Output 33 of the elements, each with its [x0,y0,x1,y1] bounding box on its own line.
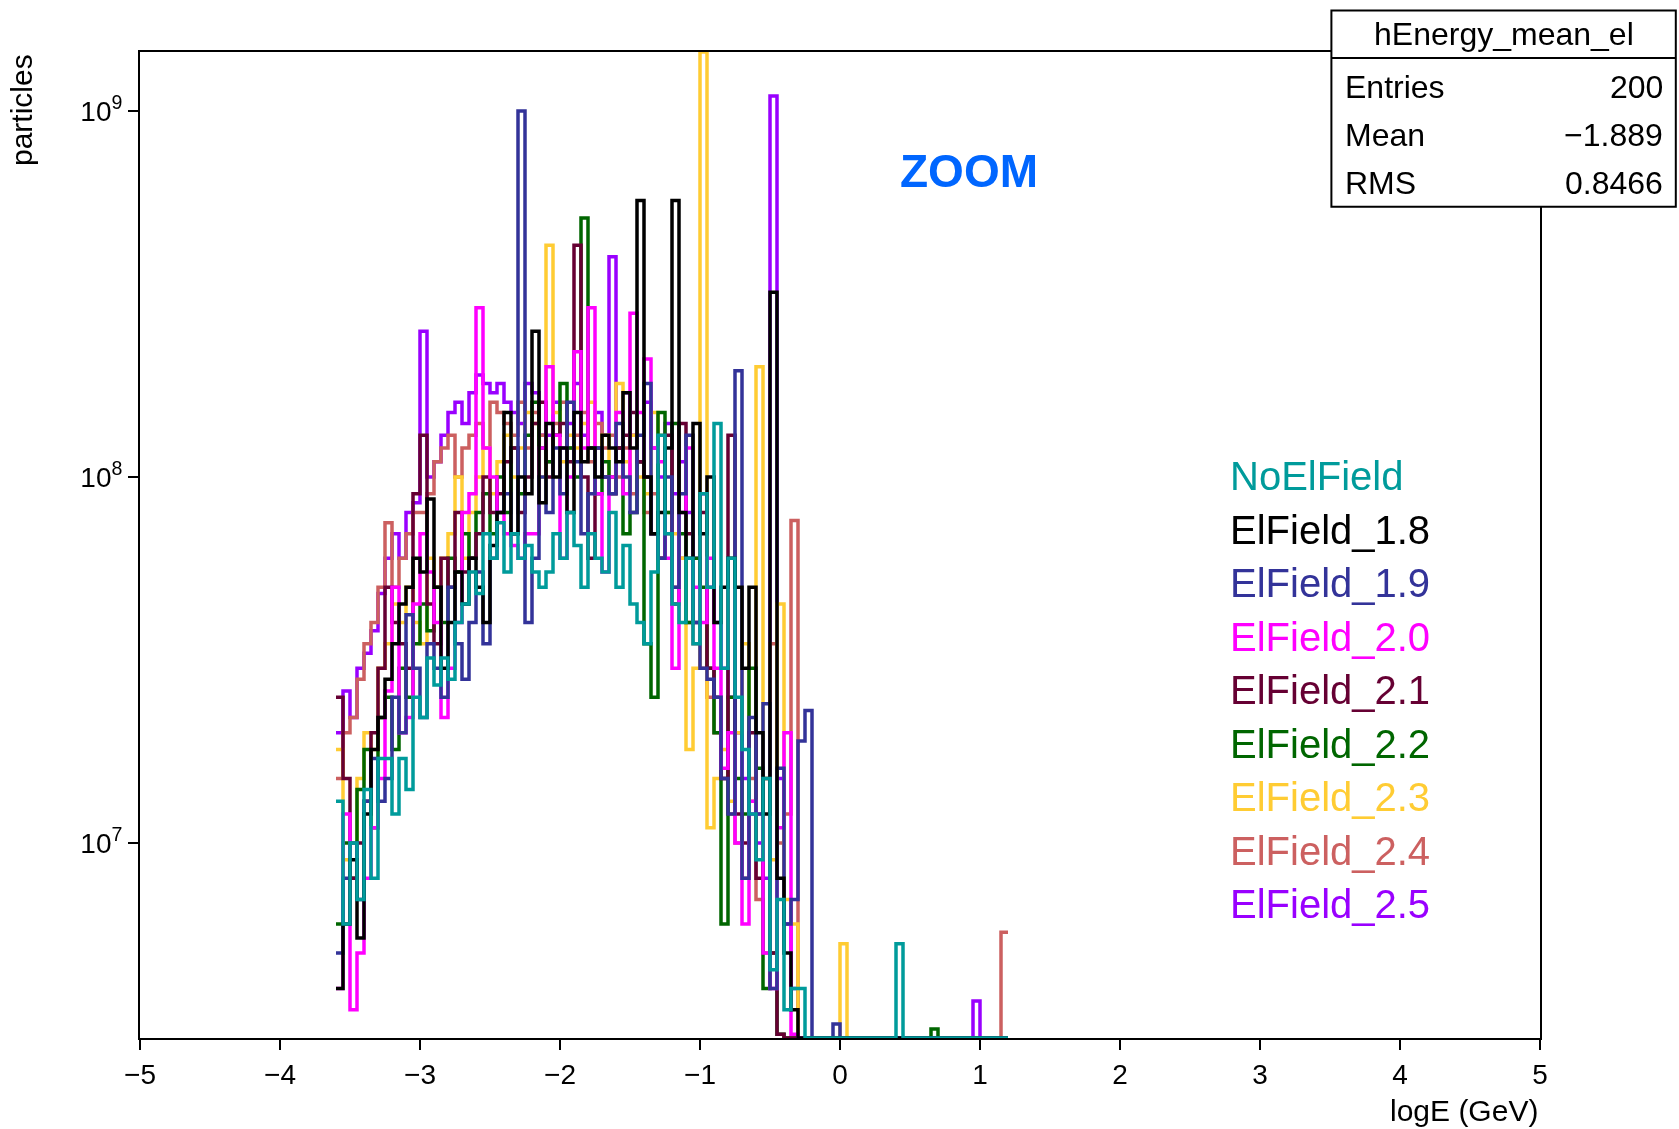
y-tick-label: 10$^{7}$ [80,822,123,859]
x-tick-label: −1 [684,1058,716,1090]
text: ElField_2.4 [1230,829,1431,873]
x-tick-label: −4 [264,1058,296,1090]
text: ElField_1.8 [1230,508,1431,552]
x-tick-label: 5 [1532,1058,1548,1090]
x-tick-label: 3 [1252,1058,1268,1090]
x-tick-label: −2 [544,1058,576,1090]
text: ElField_2.1 [1230,668,1431,712]
text: ElField_2.5 [1230,882,1431,926]
text: ElField_2.0 [1230,615,1431,659]
x-tick-label: −3 [404,1058,436,1090]
y-axis-title: particles [5,54,38,166]
x-tick-label: 1 [972,1058,988,1090]
annotation: ZOOM [900,145,1038,197]
y-tick-label: 10$^{8}$ [80,457,123,493]
text: −1.889 [1564,117,1663,153]
x-tick-label: 0 [832,1058,848,1090]
annotation: RMS [1345,165,1417,201]
annotation: Mean [1345,117,1426,153]
text: ElField_2.3 [1230,775,1431,819]
text: ElField_1.9 [1230,561,1431,605]
text: NoElField [1230,454,1404,498]
text: hEnergy_mean_el [1374,16,1634,52]
x-tick-label: 4 [1392,1058,1408,1090]
text: 200 [1610,69,1664,105]
annotation: Entries [1345,69,1445,105]
text: 0.8466 [1565,165,1663,201]
x-tick-label: 2 [1112,1058,1128,1090]
x-tick-label: −5 [124,1058,156,1090]
text: ElField_2.2 [1230,722,1431,766]
y-tick-label: 10$^{9}$ [80,91,123,127]
x-axis-title: logE (GeV) [1390,1094,1539,1127]
